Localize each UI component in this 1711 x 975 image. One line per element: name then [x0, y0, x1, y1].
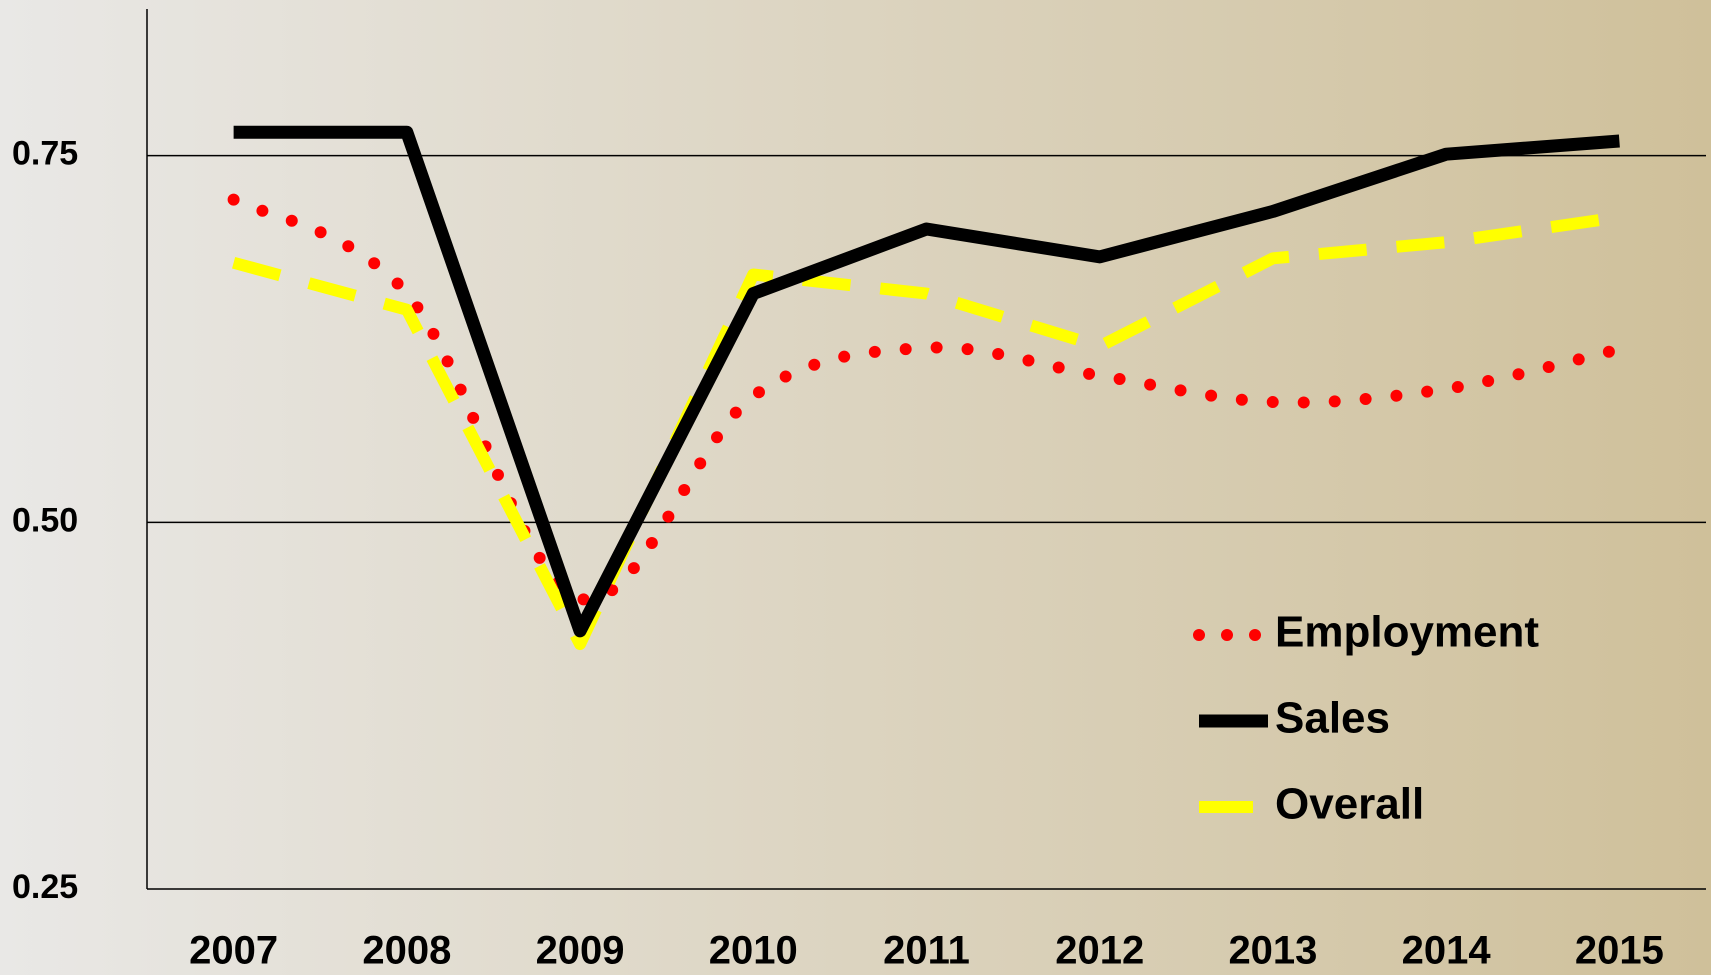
- x-tick-label: 2015: [1575, 929, 1664, 973]
- y-tick-label: 0.25: [12, 868, 78, 906]
- series-line: [233, 125, 1620, 638]
- legend-label: Sales: [1275, 694, 1390, 743]
- x-tick-label: 2008: [362, 929, 451, 973]
- y-tick-label: 0.50: [12, 501, 78, 539]
- x-tick-label: 2010: [709, 929, 798, 973]
- legend-label: Overall: [1275, 780, 1424, 829]
- x-tick-label: 2012: [1055, 929, 1144, 973]
- series-line: [232, 211, 1621, 651]
- series-line: [227, 193, 1626, 606]
- x-tick-label: 2013: [1228, 929, 1317, 973]
- x-tick-label: 2011: [883, 929, 970, 973]
- legend-label: Employment: [1275, 608, 1539, 657]
- x-tick-label: 2014: [1402, 929, 1492, 973]
- y-tick-label: 0.75: [12, 135, 78, 173]
- x-tick-label: 2007: [189, 929, 278, 973]
- x-tick-label: 2009: [536, 929, 625, 973]
